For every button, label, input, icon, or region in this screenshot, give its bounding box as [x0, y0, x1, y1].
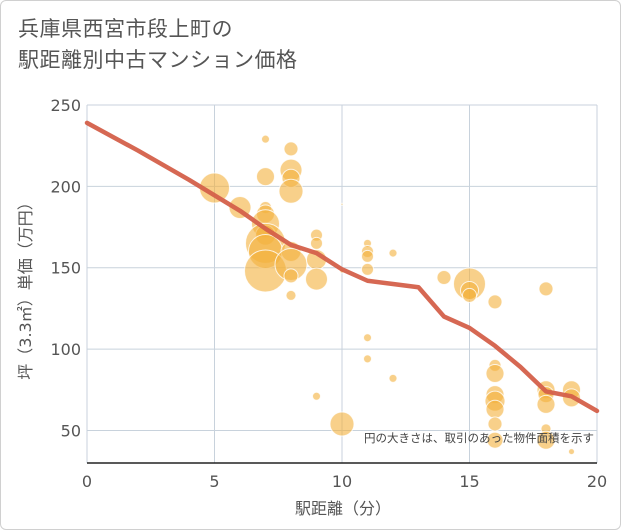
bubble-point — [462, 287, 477, 303]
bubble-point — [485, 399, 505, 419]
y-tick-label: 50 — [61, 421, 81, 440]
x-tick-label: 15 — [459, 472, 479, 491]
bubble-point — [363, 354, 372, 364]
y-axis-label: 坪（3.3㎡）単価（万円） — [16, 194, 35, 379]
bubble-point — [285, 289, 297, 301]
bubble-point — [487, 294, 503, 310]
bubble-layer — [199, 134, 581, 456]
bubble-point — [536, 430, 556, 450]
x-tick-label: 5 — [209, 472, 219, 491]
bubble-point — [568, 448, 575, 456]
trend-line-layer — [84, 120, 600, 414]
grid-lines — [86, 104, 598, 464]
trend-line — [84, 120, 600, 414]
bubble-point — [256, 167, 275, 187]
tick-labels: 0 5 10 15 20 50 100 150 200 250 — [50, 96, 607, 491]
bubble-point — [305, 267, 328, 291]
bubble-point — [538, 281, 554, 297]
chart-title-line2: 駅距離別中古マンション価格 — [18, 48, 298, 72]
x-axis-label: 駅距離（分） — [295, 499, 391, 518]
bubble-point — [312, 391, 321, 401]
bubble-point — [278, 178, 304, 204]
bubble-point — [340, 202, 344, 206]
bubble-point — [361, 249, 374, 263]
bubble-point — [283, 141, 299, 157]
chart-title-line1: 兵庫県西宮市段上町の — [18, 17, 233, 41]
bubble-point — [283, 268, 299, 284]
x-tick-label: 0 — [82, 472, 92, 491]
bubble-point — [485, 364, 505, 383]
bubble-point — [388, 373, 398, 383]
bubble-point — [329, 411, 355, 437]
bubble-point — [536, 394, 556, 414]
bubble-point — [487, 416, 503, 432]
bubble-point — [436, 269, 452, 285]
bubble-point — [310, 236, 323, 250]
bubble-point — [261, 134, 270, 144]
bubble-point — [388, 248, 398, 258]
x-tick-label: 20 — [587, 472, 607, 491]
bubble-point — [486, 431, 504, 449]
bubble-point — [363, 333, 372, 343]
bubble-point — [361, 262, 374, 276]
x-tick-label: 10 — [332, 472, 352, 491]
y-tick-label: 150 — [50, 259, 81, 278]
y-tick-label: 100 — [50, 340, 81, 359]
chart-title: 兵庫県西宮市段上町の 駅距離別中古マンション価格 — [18, 14, 298, 76]
size-note: 円の大きさは、取引のあった物件面積を示す — [364, 431, 594, 445]
y-tick-label: 200 — [50, 177, 81, 196]
y-tick-label: 250 — [50, 96, 81, 115]
